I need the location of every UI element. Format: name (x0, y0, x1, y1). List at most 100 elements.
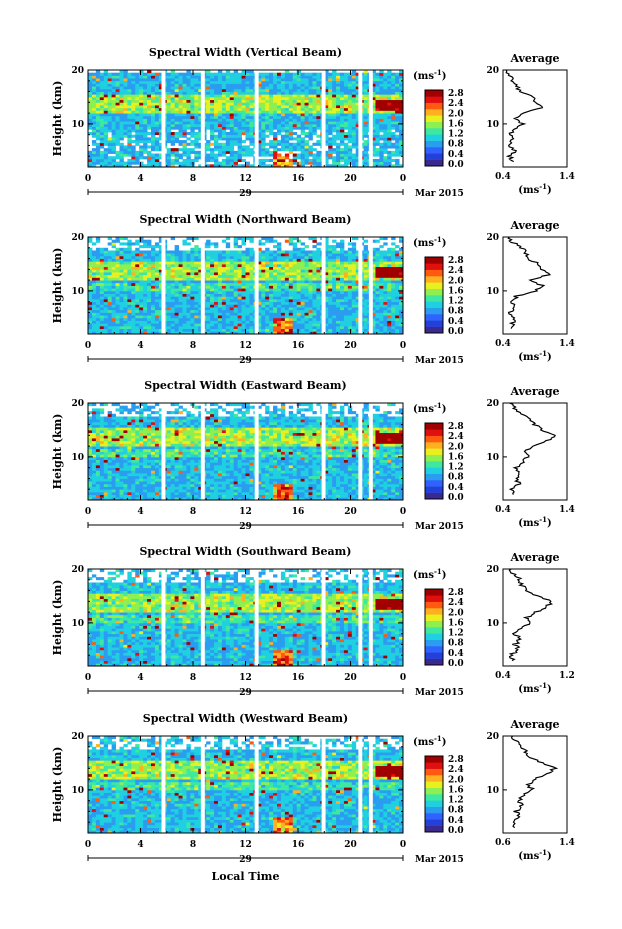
heatmap-cell (269, 280, 273, 283)
heatmap-cell (273, 119, 277, 122)
heatmap-cell (226, 294, 230, 297)
heatmap-cell (222, 75, 226, 78)
heatmap-cell (108, 145, 112, 148)
heatmap-cell (344, 299, 348, 302)
heatmap-cell (238, 269, 242, 272)
heatmap-cell (344, 89, 348, 92)
heatmap-cell (147, 110, 151, 113)
heatmap-cell (123, 108, 127, 111)
heatmap-cell (135, 280, 139, 283)
heatmap-cell (242, 302, 246, 305)
heatmap-cell (127, 310, 131, 313)
heatmap-cell (301, 108, 305, 111)
heatmap-cell (143, 318, 147, 321)
heatmap-cell (261, 291, 265, 294)
heatmap-cell (340, 307, 344, 310)
heatmap-cell (186, 286, 190, 289)
heatmap-cell (375, 264, 379, 267)
heatmap-cell (210, 261, 214, 264)
heatmap-cell (249, 92, 253, 95)
heatmap-cell (281, 294, 285, 297)
heatmap-cell (285, 86, 289, 89)
heatmap-cell (226, 272, 230, 275)
heatmap-cell (175, 135, 179, 138)
heatmap-cell (336, 135, 340, 138)
heatmap-cell (395, 272, 399, 275)
heatmap-cell (249, 102, 253, 105)
heatmap-cell (143, 100, 147, 103)
heatmap-cell (234, 81, 238, 84)
heatmap-cell (277, 304, 281, 307)
heatmap-cell (206, 105, 210, 108)
heatmap-cell (123, 261, 127, 264)
heatmap-cell (135, 288, 139, 291)
heatmap-cell (151, 280, 155, 283)
heatmap-cell (120, 159, 124, 162)
heatmap-cell (249, 264, 253, 267)
heatmap-cell (261, 83, 265, 86)
heatmap-cell (131, 329, 135, 332)
heatmap-cell (336, 288, 340, 291)
heatmap-cell (391, 154, 395, 157)
heatmap-cell (332, 310, 336, 313)
heatmap-cell (171, 108, 175, 111)
heatmap-cell (135, 312, 139, 315)
colorbar-segment (425, 128, 443, 135)
heatmap-cell (289, 312, 293, 315)
heatmap-cell (127, 329, 131, 332)
heatmap-cell (261, 132, 265, 135)
heatmap-cell (151, 286, 155, 289)
heatmap-cell (179, 73, 183, 76)
heatmap-cell (395, 154, 399, 157)
heatmap-cell (238, 97, 242, 100)
heatmap-cell (379, 151, 383, 154)
heatmap-cell (293, 132, 297, 135)
heatmap-cell (348, 321, 352, 324)
heatmap-cell (96, 102, 100, 105)
heatmap-cell (175, 323, 179, 326)
heatmap-cell (210, 296, 214, 299)
heatmap-cell (123, 148, 127, 151)
heatmap-cell (112, 127, 116, 130)
heatmap-cell (293, 83, 297, 86)
heatmap-cell (340, 310, 344, 313)
heatmap-cell (383, 329, 387, 332)
heatmap-cell (328, 304, 332, 307)
heatmap-cell (305, 140, 309, 143)
heatmap-cell (309, 323, 313, 326)
heatmap-cell (234, 156, 238, 159)
heatmap-cell (135, 294, 139, 297)
heatmap-cell (305, 132, 309, 135)
heatmap-cell (116, 307, 120, 310)
heatmap-cell (116, 296, 120, 299)
heatmap-cell (155, 326, 159, 329)
heatmap-cell (379, 148, 383, 151)
heatmap-cell (336, 280, 340, 283)
heatmap-cell (261, 140, 265, 143)
heatmap-cell (249, 124, 253, 127)
heatmap-cell (190, 277, 194, 280)
heatmap-cell (147, 162, 151, 165)
heatmap-cell (387, 302, 391, 305)
heatmap-cell (112, 310, 116, 313)
heatmap-cell (186, 159, 190, 162)
heatmap-cell (131, 302, 135, 305)
heatmap-cell (92, 116, 96, 119)
heatmap-cell (383, 97, 387, 100)
heatmap-cell (273, 318, 277, 321)
heatmap-cell (316, 259, 320, 262)
heatmap-cell (285, 272, 289, 275)
heatmap-cell (297, 272, 301, 275)
heatmap-cell (387, 296, 391, 299)
heatmap-cell (151, 302, 155, 305)
heatmap-cell (218, 148, 222, 151)
colorbar-segment (425, 90, 443, 97)
heatmap-cell (171, 312, 175, 315)
heatmap-cell (332, 135, 336, 138)
heatmap-cell (222, 73, 226, 76)
heatmap-cell (269, 302, 273, 305)
heatmap-cell (214, 280, 218, 283)
heatmap-cell (281, 156, 285, 159)
heatmap-cell (100, 89, 104, 92)
heatmap-cell (108, 264, 112, 267)
